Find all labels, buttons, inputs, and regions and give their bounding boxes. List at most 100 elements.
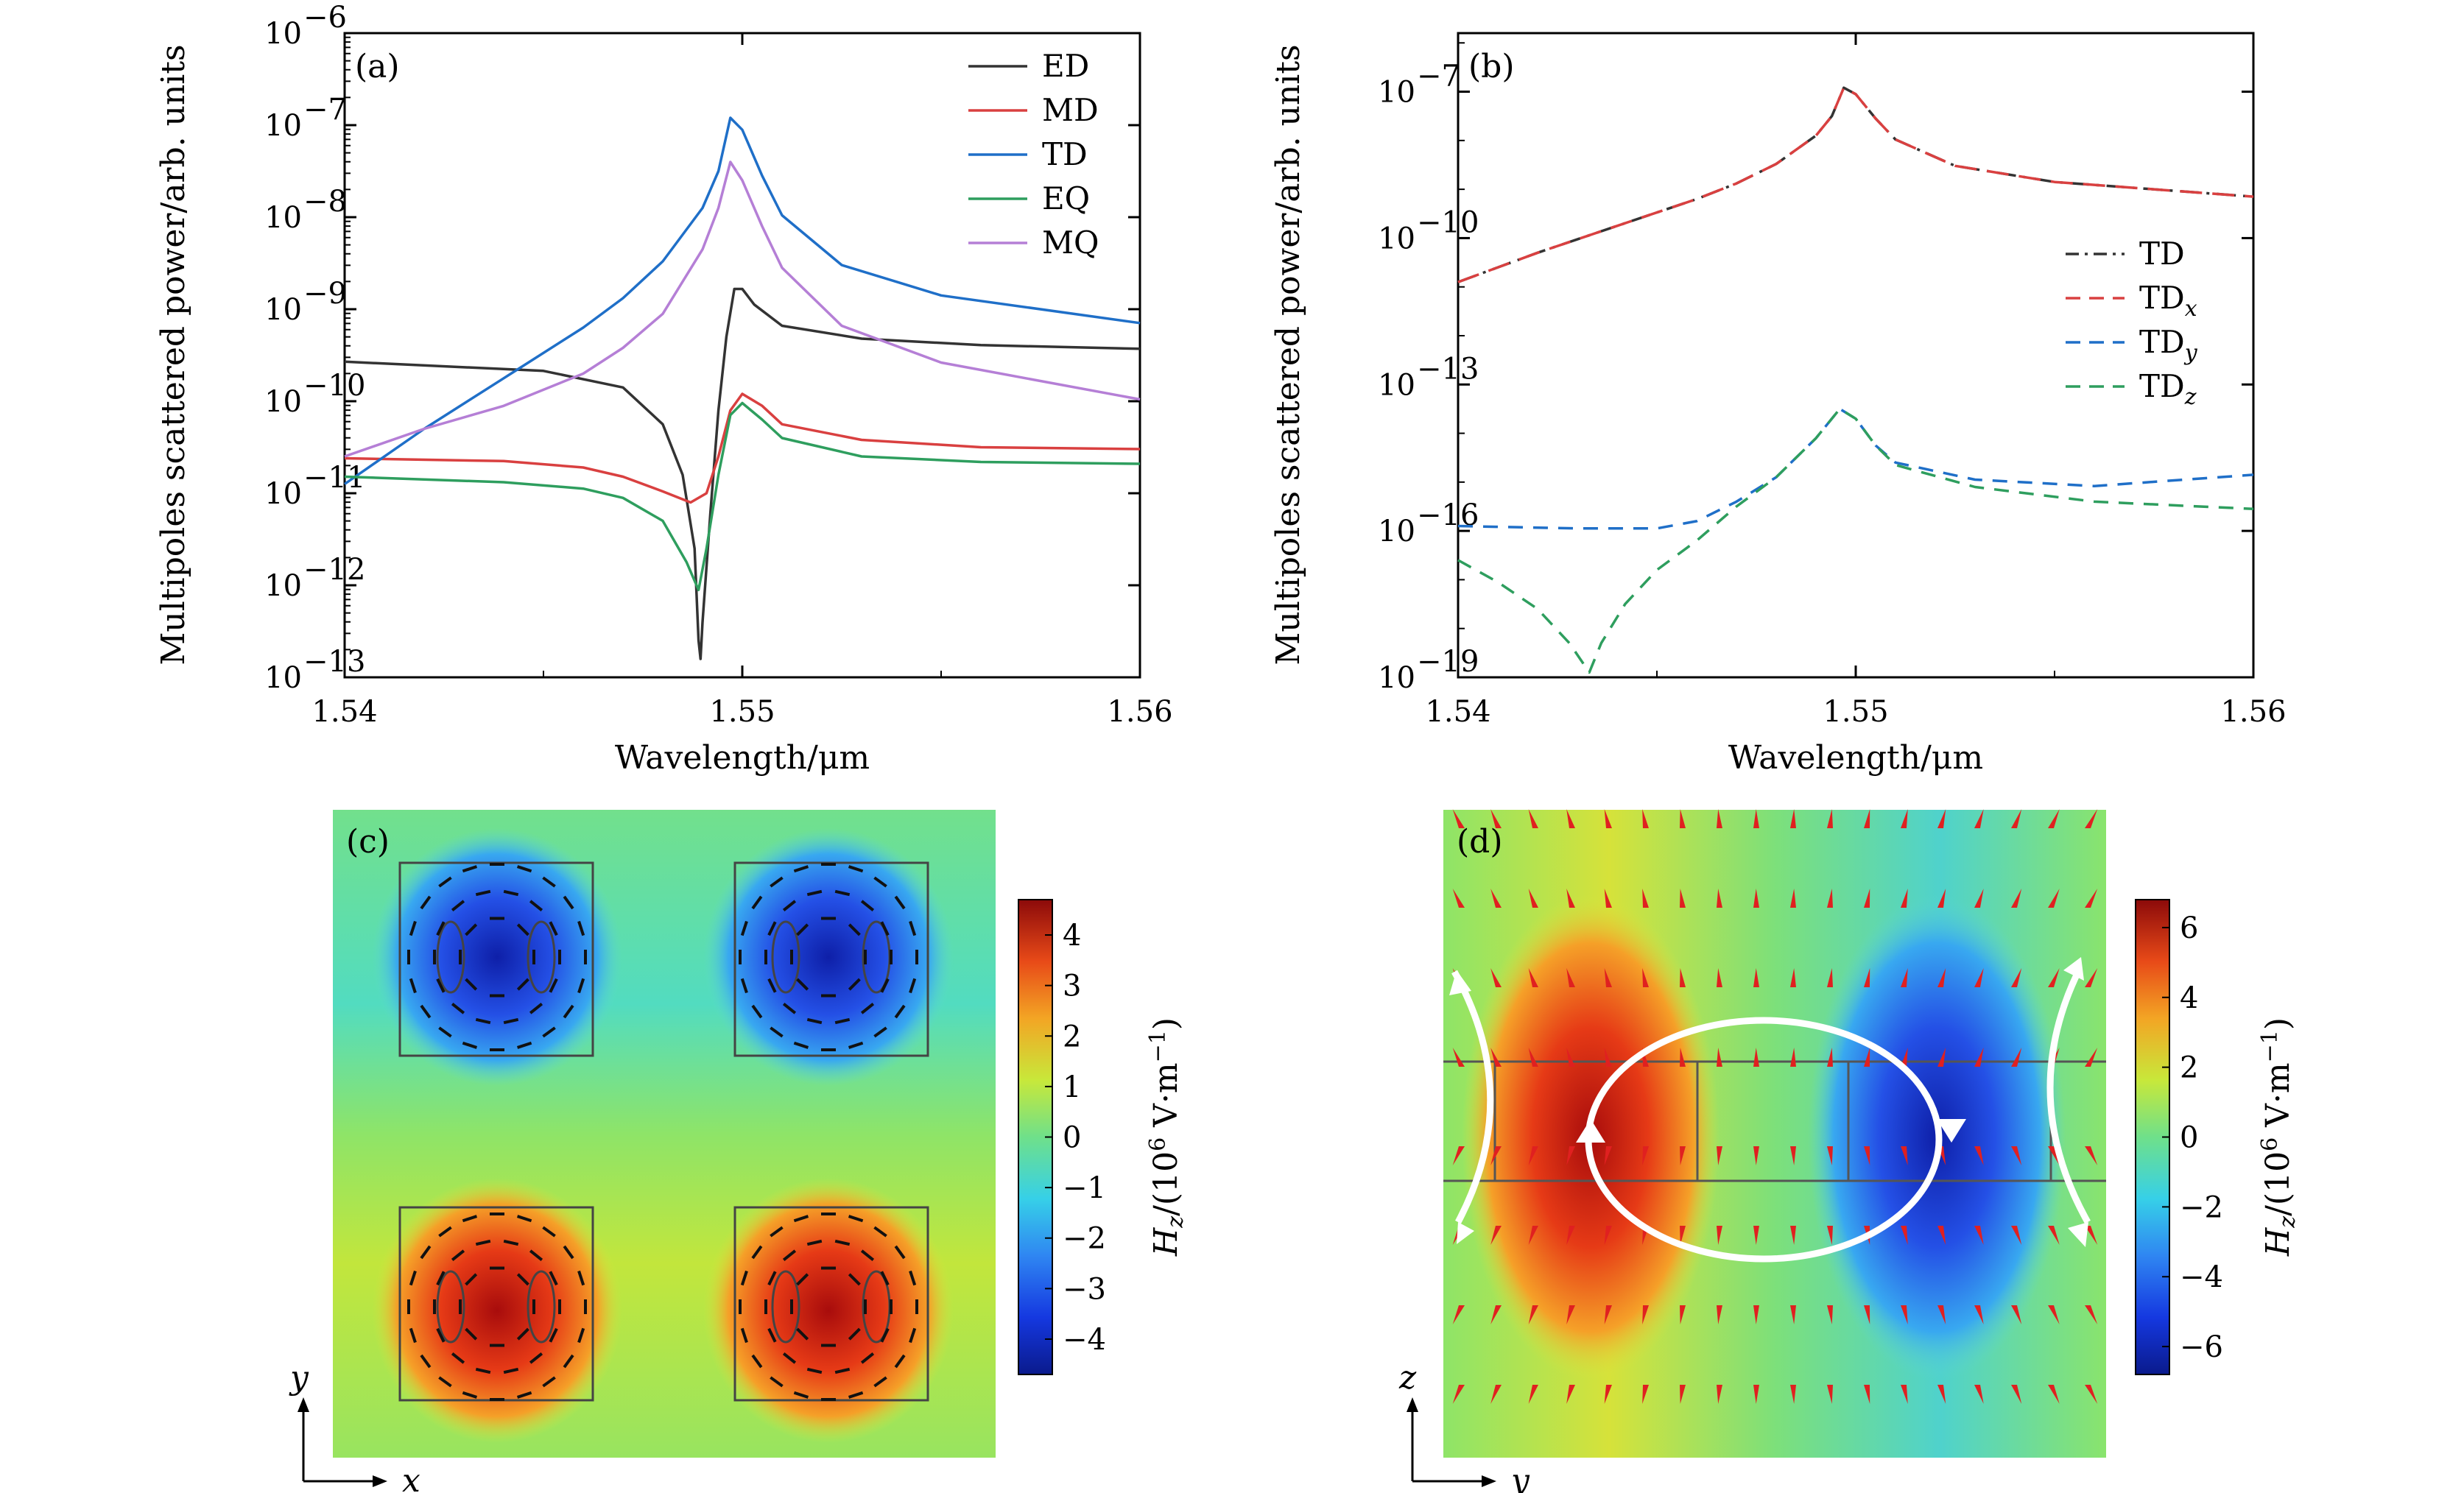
field-arrow — [767, 1327, 777, 1343]
field-arrow — [1753, 1385, 1759, 1404]
field-arrow — [2085, 968, 2098, 987]
field-arrow — [2085, 1146, 2098, 1165]
y-tick-exponent: −6 — [303, 1, 347, 35]
x-tick-label: 1.55 — [709, 695, 775, 729]
colorbar-tick-label: 2 — [1063, 1020, 1081, 1053]
field-arrow — [1452, 809, 1465, 828]
field-arrow — [1790, 1305, 1796, 1324]
field-arrow — [1528, 809, 1538, 828]
field-arrow — [860, 1249, 875, 1262]
svg-text:y: y — [1510, 1462, 1530, 1493]
y-tick-exponent: −10 — [1417, 205, 1479, 239]
field-arrow — [1604, 1226, 1612, 1245]
field-arrow — [793, 865, 809, 873]
field-arrow — [1901, 809, 1908, 828]
field-arrow — [2011, 809, 2022, 828]
field-arrow — [1528, 1146, 1538, 1165]
colorbar-tick-label: 6 — [2180, 911, 2198, 945]
colorbar-tick-label: −4 — [2180, 1260, 2223, 1294]
field-arrow — [770, 1226, 784, 1238]
field-arrow — [1717, 889, 1722, 908]
field-arrow — [503, 1239, 519, 1246]
series-line-TDy — [1457, 407, 2254, 530]
field-arrow — [1717, 1226, 1722, 1245]
field-arrow — [1452, 1048, 1465, 1067]
field-arrow — [1790, 1226, 1796, 1245]
field-arrow — [848, 1041, 864, 1049]
y-tick-exponent: −9 — [303, 277, 347, 311]
field-arrow — [2085, 1048, 2098, 1067]
field-arrow — [767, 1271, 777, 1286]
field-arrow — [1566, 968, 1575, 987]
field-blob-red-1 — [372, 1178, 622, 1443]
colorbar-label-d: Hz/(106 V·m−1) — [2257, 1017, 2301, 1257]
field-arrow — [848, 1327, 861, 1341]
colorbar-label-c: Hz/(106 V·m−1) — [1145, 1017, 1189, 1257]
field-arrow — [860, 1002, 875, 1014]
y-tick-label: 10 — [264, 661, 302, 695]
x-tick-label: 1.56 — [1107, 695, 1172, 729]
field-arrow — [409, 978, 417, 994]
colorbar-tick-label: 0 — [1063, 1121, 1081, 1155]
field-blob-red-2 — [703, 1178, 954, 1443]
field-arrow — [465, 923, 478, 936]
field-arrow — [740, 1270, 748, 1286]
field-arrow — [503, 1367, 519, 1374]
y-tick-exponent: −19 — [1417, 645, 1479, 679]
y-tick-label: 10 — [1378, 222, 1415, 255]
field-arrow — [2011, 1146, 2022, 1165]
field-arrow — [475, 1239, 491, 1246]
field-arrow — [438, 1226, 452, 1238]
field-arrow — [770, 876, 784, 888]
field-arrow — [1717, 809, 1722, 828]
field-arrow — [806, 1239, 823, 1246]
field-arrow — [740, 978, 748, 994]
colorbar-tick-label: 1 — [1063, 1070, 1081, 1104]
field-arrow — [577, 920, 585, 936]
field-arrow — [1753, 809, 1759, 828]
field-arrow — [1490, 889, 1502, 908]
panel-label-d: (d) — [1457, 823, 1503, 861]
field-arrow — [848, 978, 861, 991]
field-arrow — [462, 1391, 478, 1399]
legend-label-MD: MD — [1042, 92, 1099, 128]
field-arrow — [2011, 968, 2022, 987]
field-arrow — [2048, 1226, 2060, 1245]
field-arrow — [465, 978, 478, 991]
x-tick-label: 1.54 — [1425, 695, 1490, 729]
y-tick-exponent: −12 — [303, 553, 365, 587]
field-arrow — [1864, 968, 1870, 987]
field-arrow — [1717, 968, 1722, 987]
field-arrow — [436, 921, 446, 936]
field-arrow — [438, 1376, 452, 1388]
panel-label-c: (c) — [346, 823, 390, 861]
field-arrow — [1864, 889, 1870, 908]
field-arrow — [909, 1327, 917, 1344]
field-arrow — [420, 1245, 432, 1260]
field-arrow — [1566, 1385, 1575, 1404]
field-arrow — [516, 1215, 532, 1223]
field-arrow — [2048, 1385, 2060, 1404]
field-arrows-c — [407, 863, 918, 1401]
field-arrow — [1864, 1048, 1870, 1067]
legend-label-ED: ED — [1042, 48, 1089, 84]
svg-text:z: z — [1398, 1359, 1417, 1397]
legend-label-TD: TD — [1042, 136, 1088, 172]
field-arrow — [1642, 889, 1649, 908]
field-arrow — [806, 889, 823, 897]
field-arrow — [796, 978, 809, 991]
field-arrow — [465, 1327, 478, 1341]
field-arrow — [1717, 1146, 1722, 1165]
field-arrow — [1680, 1048, 1686, 1067]
field-arrow — [1864, 1305, 1870, 1324]
field-arrow — [1566, 1226, 1575, 1245]
field-arrow — [873, 1026, 887, 1038]
field-arrow — [1452, 1305, 1465, 1324]
field-arrow — [1790, 809, 1796, 828]
field-arrow — [880, 978, 890, 993]
colorbar-tick-label: 2 — [2180, 1051, 2198, 1085]
field-arrow — [1452, 1385, 1465, 1404]
field-arrow — [1490, 1385, 1502, 1404]
